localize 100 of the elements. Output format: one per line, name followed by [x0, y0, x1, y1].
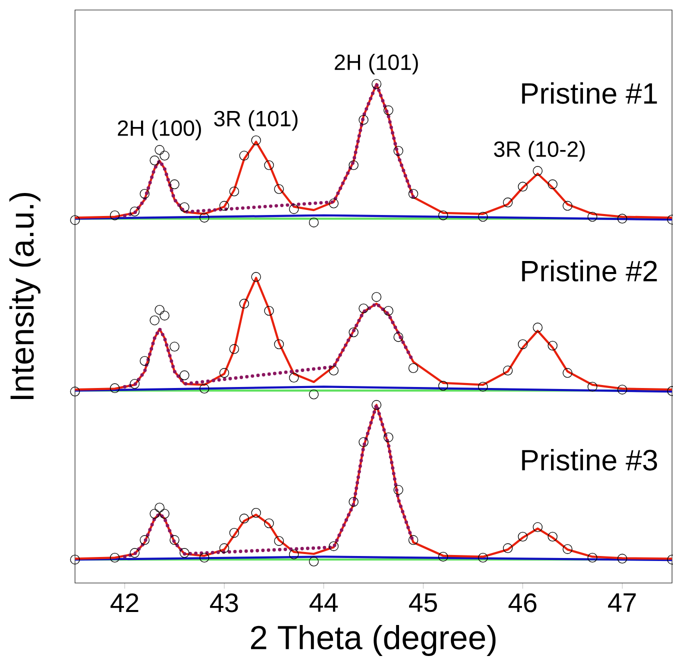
- point: [239, 150, 250, 160]
- point: [328, 198, 339, 208]
- point: [532, 522, 543, 532]
- point: [160, 150, 170, 160]
- point: [199, 552, 210, 563]
- point: [308, 390, 319, 400]
- point: [588, 552, 598, 563]
- point: [348, 327, 358, 338]
- annotation: 3R (101): [214, 110, 298, 131]
- point: [408, 188, 418, 199]
- point: [110, 383, 120, 394]
- point: [70, 386, 80, 396]
- point: [110, 552, 120, 563]
- point: [274, 184, 284, 194]
- point: [394, 146, 404, 156]
- point: [394, 332, 404, 342]
- point: [384, 432, 394, 442]
- point: [532, 166, 543, 176]
- point: [70, 215, 80, 225]
- point: [199, 384, 210, 394]
- point: [150, 508, 160, 519]
- point: [438, 380, 448, 391]
- point: [170, 179, 180, 190]
- x-tick-label: 44: [310, 593, 338, 612]
- point: [219, 200, 230, 211]
- point: [154, 502, 164, 512]
- point: [289, 372, 299, 383]
- point: [617, 554, 628, 564]
- annotation: 2H (100): [118, 120, 201, 140]
- annotation: 2H (101): [334, 54, 418, 74]
- point: [548, 532, 558, 542]
- point: [372, 292, 382, 302]
- point: [180, 370, 190, 380]
- point: [170, 342, 180, 352]
- point: [289, 204, 299, 214]
- point: [502, 198, 513, 208]
- point: [289, 549, 299, 560]
- point: [219, 368, 230, 378]
- point: [478, 382, 488, 392]
- point: [438, 552, 448, 562]
- point: [548, 179, 558, 190]
- point: [358, 304, 368, 314]
- point: [251, 135, 261, 146]
- point: [372, 400, 382, 410]
- point: [562, 200, 572, 211]
- point: [180, 548, 190, 558]
- point: [408, 363, 418, 373]
- point: [229, 344, 240, 354]
- point: [502, 543, 513, 554]
- point: [617, 214, 628, 224]
- point: [130, 206, 140, 216]
- point: [199, 212, 210, 223]
- y-axis-title: Intensity (a.u.): [9, 192, 40, 400]
- point: [394, 485, 404, 495]
- point: [239, 298, 250, 309]
- point: [264, 160, 274, 170]
- point: [160, 310, 170, 320]
- point: [264, 306, 274, 316]
- point: [408, 535, 418, 545]
- point: [328, 366, 339, 376]
- point: [229, 528, 240, 538]
- point: [562, 368, 572, 378]
- annotation: Pristine #3: [522, 449, 658, 471]
- point: [372, 79, 382, 89]
- point: [588, 382, 598, 392]
- point: [70, 554, 80, 564]
- x-tick-label: 43: [210, 593, 238, 612]
- point: [532, 322, 543, 332]
- point: [358, 114, 368, 125]
- point: [219, 543, 230, 554]
- point: [140, 188, 150, 199]
- point: [328, 541, 339, 552]
- point: [239, 514, 250, 524]
- point: [251, 508, 261, 518]
- point: [518, 182, 528, 192]
- point: [130, 379, 140, 389]
- point: [251, 272, 261, 282]
- point: [170, 535, 180, 545]
- x-tick-label: 42: [110, 593, 138, 612]
- point: [518, 339, 528, 350]
- point: [308, 218, 319, 228]
- point: [180, 202, 190, 212]
- point: [438, 210, 448, 220]
- point: [562, 544, 572, 554]
- point: [358, 437, 368, 448]
- x-tick-label: 46: [508, 593, 536, 612]
- point: [518, 532, 528, 542]
- point: [130, 548, 140, 558]
- point: [150, 156, 160, 166]
- point: [160, 508, 170, 519]
- point: [548, 340, 558, 351]
- point: [348, 496, 358, 507]
- point: [150, 316, 160, 326]
- point: [478, 212, 488, 222]
- point: [384, 306, 394, 316]
- point: [478, 552, 488, 563]
- point: [264, 518, 274, 528]
- point: [588, 212, 598, 222]
- point: [140, 535, 150, 545]
- point: [110, 210, 120, 220]
